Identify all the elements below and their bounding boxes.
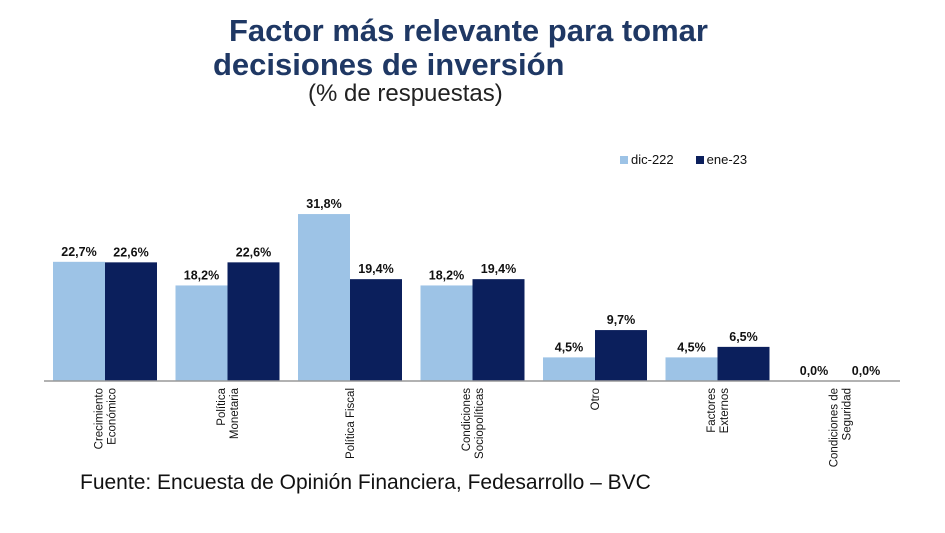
bar-2 [472,279,525,381]
chart-title-line1: Factor más relevante para tomar [229,13,708,48]
x-tick-label-line: Crecimiento [94,388,106,449]
data-label: 22,6% [236,245,271,259]
x-tick-label: Factores Externos [706,388,731,434]
x-tick-label-line: Otro [590,388,602,410]
data-label: 19,4% [358,262,393,276]
x-tick-label: Política Monetaria [216,387,241,439]
legend-swatch-series1 [620,155,628,164]
data-label: 31,8% [306,197,341,211]
legend-label-series1: dic-222 [631,152,674,167]
bar-1 [543,357,595,381]
chart-subtitle: (% de respuestas) [308,80,503,107]
legend-item-series1: dic-222 [620,152,674,167]
data-label: 9,7% [607,313,636,327]
x-tick-label: Otro [590,388,602,410]
data-label: 0,0% [800,364,829,378]
bar-2 [227,262,280,381]
data-label: 0,0% [852,364,881,378]
x-tick-label: Condiciones Sociopolíticas [461,388,486,459]
chart-title-line2: decisiones de inversión [213,47,565,82]
data-label: 6,5% [729,330,758,344]
bar-1 [298,214,350,381]
legend-label-series2: ene-23 [706,152,748,167]
source-note: Fuente: Encuesta de Opinión Financiera, … [80,471,651,494]
data-label: 4,5% [555,340,584,354]
bar-1 [420,285,473,381]
bar-1 [665,357,718,381]
bar-2 [105,262,157,381]
legend-swatch-series2 [695,155,704,164]
bar-2 [595,330,647,381]
bar-2 [717,346,770,381]
bar-1 [175,285,228,381]
x-tick-label: Condiciones de Seguridad [829,388,854,467]
data-label: 4,5% [677,340,706,354]
data-label: 18,2% [429,268,464,282]
legend-item-series2: ene-23 [695,152,748,167]
x-tick-label-line: Monetaria [229,387,241,439]
data-label: 18,2% [184,268,219,282]
x-tick-label-line: Externos [719,388,731,434]
data-label: 22,6% [113,245,148,259]
x-tick-label-line: Factores [706,388,718,433]
legend: dic-222 ene-23 [620,152,747,167]
x-tick-label-line: Política [216,387,228,425]
x-tick-label-line: Política Fiscal [345,388,357,459]
x-tick-label: Crecimiento Económico [94,388,119,449]
bar-1 [53,261,105,381]
x-tick-label-line: Económico [107,388,119,445]
x-tick-label-line: Condiciones de [829,388,841,467]
x-tick-label: Política Fiscal [345,388,357,459]
data-label: 19,4% [481,262,516,276]
bar-2 [350,279,402,381]
x-tick-label-line: Seguridad [842,388,854,440]
x-tick-label-line: Condiciones [461,388,473,452]
x-tick-label-line: Sociopolíticas [474,388,486,459]
data-label: 22,7% [61,245,96,259]
